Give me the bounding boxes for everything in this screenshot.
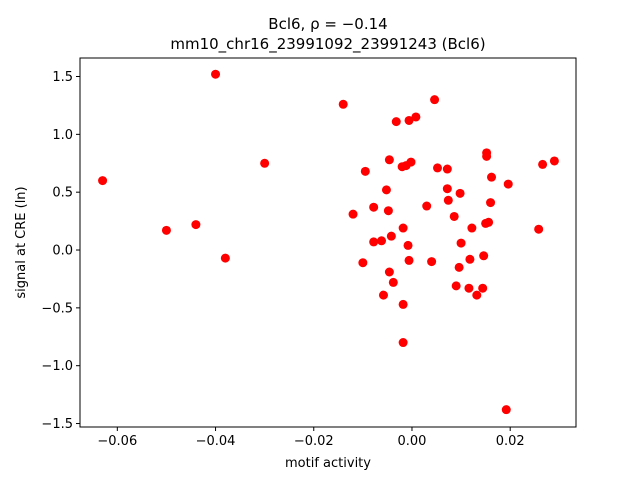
data-point-52	[484, 217, 494, 227]
data-point-51	[482, 151, 492, 161]
data-point-48	[479, 251, 489, 261]
data-point-7	[348, 209, 358, 219]
data-point-13	[378, 290, 388, 300]
y-tick-label: −1.5	[41, 417, 73, 432]
data-point-46	[472, 290, 482, 300]
x-tick-label: 0.00	[397, 434, 426, 449]
data-point-31	[422, 201, 432, 211]
x-tick-label: −0.06	[97, 434, 137, 449]
data-point-59	[549, 156, 559, 166]
x-tick-label: −0.02	[294, 434, 334, 449]
data-point-3	[211, 69, 221, 79]
data-point-27	[404, 255, 414, 265]
data-point-4	[220, 253, 230, 263]
data-point-30	[411, 112, 421, 122]
data-point-9	[360, 166, 370, 176]
data-point-22	[398, 223, 408, 233]
y-tick-label: −1.0	[41, 359, 73, 374]
data-point-14	[381, 185, 391, 195]
data-point-5	[260, 158, 270, 168]
data-point-15	[383, 206, 393, 216]
data-point-57	[534, 224, 544, 234]
data-point-56	[503, 179, 513, 189]
data-point-35	[442, 164, 452, 174]
y-tick-label: −0.5	[41, 301, 73, 316]
data-point-42	[456, 238, 466, 248]
data-point-24	[398, 338, 408, 348]
data-point-54	[487, 172, 497, 182]
x-tick-label: −0.04	[196, 434, 236, 449]
y-axis-label: signal at CRE (ln)	[14, 186, 29, 298]
data-point-36	[442, 184, 452, 194]
data-point-8	[358, 258, 368, 268]
data-point-40	[454, 262, 464, 272]
data-point-44	[465, 254, 475, 264]
data-point-32	[427, 257, 437, 267]
data-point-2	[191, 220, 201, 230]
data-point-17	[384, 267, 394, 277]
data-point-53	[486, 198, 496, 208]
y-tick-label: 1.5	[52, 70, 73, 85]
data-point-41	[455, 188, 465, 198]
data-point-16	[384, 155, 394, 165]
data-point-26	[403, 240, 413, 250]
data-point-47	[478, 283, 488, 293]
data-point-20	[391, 117, 401, 127]
y-tick-label: 0.0	[52, 244, 73, 259]
y-axis-ticks: −1.5 −1.0 −0.5 0.0 0.5 1.0 1.5	[41, 70, 80, 432]
data-point-28	[404, 115, 414, 125]
chart-title-line2: mm10_chr16_23991092_23991243 (Bcl6)	[170, 35, 485, 54]
x-axis-ticks: −0.06 −0.04 −0.02 0.00 0.02	[97, 427, 525, 449]
plot-area-frame	[79, 57, 577, 428]
data-point-18	[386, 231, 396, 241]
data-point-19	[388, 277, 398, 287]
data-point-58	[538, 159, 548, 169]
data-point-43	[464, 283, 474, 293]
data-point-45	[467, 223, 477, 233]
data-point-23	[398, 299, 408, 309]
data-point-34	[433, 163, 443, 173]
data-points	[98, 69, 559, 415]
x-tick-label: 0.02	[496, 434, 525, 449]
data-point-33	[430, 95, 440, 105]
data-point-6	[338, 99, 348, 109]
x-axis-label: motif activity	[285, 456, 371, 471]
data-point-11	[369, 237, 379, 247]
data-point-12	[377, 236, 387, 246]
data-point-29	[406, 157, 416, 167]
y-tick-label: 0.5	[52, 186, 73, 201]
y-tick-label: 1.0	[52, 128, 73, 143]
chart-title-line1: Bcl6, ρ = −0.14	[268, 15, 387, 33]
data-point-38	[449, 211, 459, 221]
data-point-0	[98, 176, 108, 186]
data-point-39	[451, 281, 461, 291]
data-point-55	[501, 405, 511, 415]
data-point-37	[443, 195, 453, 205]
data-point-10	[369, 202, 379, 212]
data-point-1	[161, 225, 171, 235]
